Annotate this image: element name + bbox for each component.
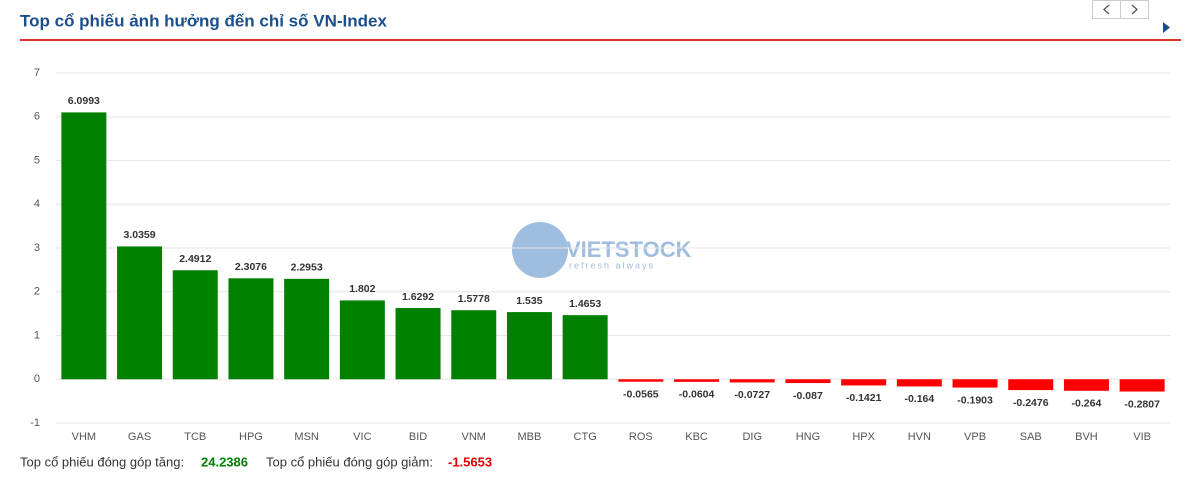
x-tick-label: CTG — [574, 431, 597, 443]
x-tick-label: HPX — [852, 431, 875, 443]
bar — [61, 112, 107, 380]
data-label: 3.0359 — [123, 229, 155, 241]
bar — [228, 278, 274, 380]
watermark-name: VIETSTOCK — [566, 237, 692, 262]
bar — [841, 379, 887, 386]
x-tick-label: SAB — [1020, 431, 1042, 443]
x-tick-label: TCB — [184, 431, 206, 443]
data-label: -0.2807 — [1124, 398, 1160, 410]
x-tick-label: ROS — [629, 431, 653, 443]
x-tick-label: BID — [409, 431, 427, 443]
bar — [284, 278, 330, 380]
prev-icon — [1103, 4, 1110, 15]
data-label: 1.5778 — [458, 293, 490, 305]
summary-down-label: Top cổ phiếu đóng góp giảm: — [266, 454, 433, 469]
data-label: 6.0993 — [68, 95, 100, 107]
y-tick-label: 3 — [34, 242, 40, 254]
data-label: 2.3076 — [235, 261, 267, 273]
summary-down-value: -1.5653 — [448, 454, 492, 469]
x-tick-label: VHM — [72, 431, 96, 443]
next-icon — [1131, 4, 1138, 15]
watermark-logo — [512, 222, 568, 278]
bar — [1119, 379, 1165, 392]
summary-up-value: 24.2386 — [201, 454, 248, 469]
x-tick-label: HVN — [908, 431, 931, 443]
data-label: 1.535 — [516, 295, 542, 307]
y-tick-label: -1 — [30, 417, 40, 429]
x-tick-label: MSN — [294, 431, 319, 443]
data-label: -0.0604 — [679, 389, 715, 401]
y-tick-label: 7 — [34, 67, 40, 79]
y-tick-label: 0 — [34, 373, 40, 385]
bar — [395, 307, 441, 380]
x-tick-label: MBB — [518, 431, 542, 443]
data-label: -0.0727 — [734, 389, 770, 401]
y-tick-label: 5 — [34, 154, 40, 166]
x-tick-label: VIC — [353, 431, 371, 443]
data-label: -0.2476 — [1013, 397, 1049, 409]
data-label: -0.087 — [793, 390, 823, 402]
summary-up-label: Top cổ phiếu đóng góp tăng: — [20, 454, 184, 469]
chart-title: Top cổ phiếu ảnh hưởng đến chỉ số VN-Ind… — [20, 11, 387, 30]
bar — [674, 379, 720, 382]
bar — [952, 379, 998, 388]
data-label: 2.4912 — [179, 253, 211, 265]
bar — [451, 310, 497, 380]
data-label: -0.264 — [1072, 398, 1102, 410]
data-label: -0.0565 — [623, 389, 659, 401]
data-label: 2.2953 — [291, 262, 323, 274]
x-tick-label: VNM — [462, 431, 486, 443]
data-label: 1.4653 — [569, 298, 601, 310]
watermark-tagline: refresh always — [569, 260, 655, 270]
x-tick-label: VPB — [964, 431, 986, 443]
nav-buttons[interactable] — [1092, 0, 1149, 19]
bar — [172, 270, 218, 380]
y-tick-label: 2 — [34, 286, 40, 298]
next-button[interactable] — [1120, 0, 1149, 19]
data-label: -0.1421 — [846, 392, 882, 404]
bar — [339, 300, 385, 380]
bar — [618, 379, 664, 382]
x-tick-label: DIG — [742, 431, 762, 443]
y-tick-label: 1 — [34, 329, 40, 341]
data-label: -0.164 — [904, 393, 934, 405]
x-tick-label: VIB — [1133, 431, 1151, 443]
bar — [117, 246, 163, 380]
x-tick-label: HPG — [239, 431, 263, 443]
x-tick-label: GAS — [128, 431, 151, 443]
y-tick-label: 4 — [34, 198, 40, 210]
bar — [506, 312, 552, 380]
data-label: 1.802 — [349, 283, 375, 295]
x-tick-label: HNG — [796, 431, 820, 443]
x-tick-label: KBC — [685, 431, 708, 443]
bar — [562, 315, 608, 380]
bar — [1008, 379, 1054, 391]
x-tick-label: BVH — [1075, 431, 1098, 443]
bar — [729, 379, 775, 383]
y-tick-label: 6 — [34, 111, 40, 123]
arrow-icon — [1163, 22, 1170, 33]
bar — [1063, 379, 1109, 391]
bar — [896, 379, 942, 387]
prev-button[interactable] — [1092, 0, 1121, 19]
watermark: VIETSTOCK refresh always — [512, 222, 692, 278]
data-label: 1.6292 — [402, 291, 434, 303]
bar — [785, 379, 831, 384]
data-label: -0.1903 — [957, 394, 993, 406]
